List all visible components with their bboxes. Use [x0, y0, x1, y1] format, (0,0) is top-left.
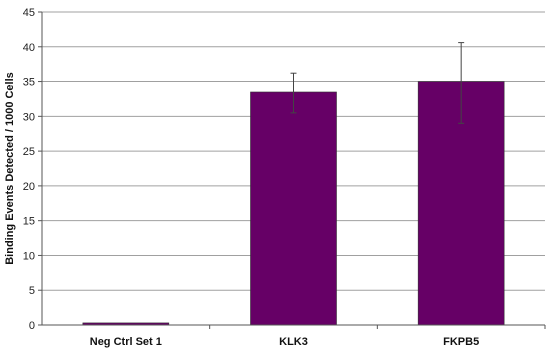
y-tick-label: 30	[23, 111, 35, 123]
x-axis-categories: Neg Ctrl Set 1 KLK3 FKPB5	[90, 336, 479, 348]
y-tick-label: 40	[23, 42, 35, 54]
axes	[41, 12, 546, 329]
y-axis-label: Binding Events Detected / 1000 Cells	[4, 72, 16, 265]
x-category-label: Neg Ctrl Set 1	[90, 336, 162, 348]
error-bars	[290, 42, 465, 124]
bars	[82, 81, 505, 326]
x-category-label: KLK3	[279, 336, 308, 348]
y-tick-label: 20	[23, 181, 35, 193]
bar	[250, 91, 337, 326]
y-tick-label: 5	[29, 285, 35, 297]
x-category-label: FKPB5	[443, 336, 479, 348]
y-tick-label: 15	[23, 216, 35, 228]
y-axis-ticks: 0 5 10 15 20 25 30 35 40 45	[23, 7, 42, 332]
y-tick-label: 45	[23, 7, 35, 19]
y-tick-label: 0	[29, 320, 35, 332]
y-tick-label: 25	[23, 146, 35, 158]
y-tick-label: 10	[23, 250, 35, 262]
y-tick-label: 35	[23, 77, 35, 89]
